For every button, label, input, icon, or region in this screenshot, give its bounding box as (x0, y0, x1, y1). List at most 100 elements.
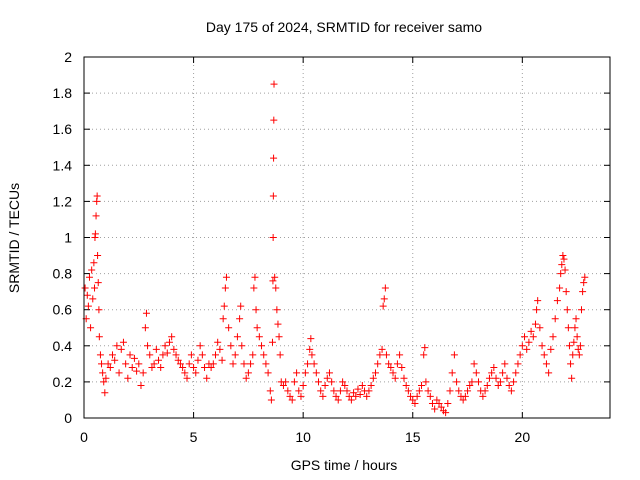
data-point (157, 363, 165, 371)
data-point (578, 306, 586, 314)
data-point (111, 356, 119, 364)
data-point (144, 342, 152, 350)
plot-frame (83, 56, 611, 419)
data-point (272, 284, 280, 292)
x-tick-label: 10 (295, 429, 311, 445)
data-point (101, 389, 109, 397)
data-point (288, 396, 296, 404)
data-point (163, 349, 171, 357)
data-point (181, 369, 189, 377)
data-point (575, 351, 583, 359)
data-point (363, 392, 371, 400)
data-point (269, 192, 277, 200)
data-point (201, 363, 209, 371)
data-point (505, 382, 513, 390)
data-point (545, 369, 553, 377)
data-point (113, 342, 121, 350)
data-point (168, 333, 176, 341)
data-point (418, 382, 426, 390)
data-point (190, 363, 198, 371)
data-point (203, 374, 211, 382)
chart-title: Day 175 of 2024, SRMTID for receiver sam… (206, 19, 482, 35)
data-point (176, 360, 184, 368)
data-point (560, 255, 568, 263)
y-tick-label: 1.4 (53, 157, 73, 173)
data-point (269, 234, 277, 241)
data-point (242, 374, 250, 382)
data-point (431, 405, 439, 413)
data-point (341, 382, 349, 390)
data-point (237, 302, 245, 310)
data-point (343, 387, 351, 395)
data-point (404, 387, 412, 395)
data-point (142, 309, 150, 317)
data-point (330, 387, 338, 395)
data-point (216, 345, 224, 353)
data-point (538, 342, 546, 350)
data-point (402, 382, 410, 390)
data-point (91, 284, 99, 292)
data-point (222, 273, 230, 281)
data-point (453, 378, 461, 386)
data-point (444, 400, 452, 408)
data-point (492, 374, 500, 382)
data-point (503, 374, 511, 382)
data-point (106, 363, 114, 371)
data-point (307, 335, 315, 343)
y-tick-label: 2 (64, 49, 72, 65)
data-point (565, 342, 573, 350)
data-point (255, 333, 263, 341)
y-tick-label: 0.8 (53, 266, 73, 282)
data-point (159, 351, 167, 359)
data-point (276, 351, 284, 359)
data-point (219, 315, 227, 323)
data-point (564, 324, 572, 332)
data-point (146, 351, 154, 359)
data-point (218, 356, 226, 364)
data-point (308, 351, 316, 359)
data-point (533, 306, 541, 314)
data-point (367, 382, 375, 390)
data-point (466, 382, 474, 390)
data-point (231, 351, 239, 359)
data-point (264, 369, 272, 377)
data-point (128, 363, 136, 371)
data-point (510, 378, 518, 386)
data-point (413, 392, 421, 400)
data-point (490, 363, 498, 371)
data-point (310, 360, 318, 368)
data-point (380, 295, 388, 303)
data-point (133, 367, 141, 375)
x-tick-label: 0 (80, 429, 88, 445)
x-tick-label: 15 (405, 429, 421, 445)
data-point (556, 284, 564, 292)
data-point (549, 333, 557, 341)
data-point (220, 302, 228, 310)
data-point (148, 363, 156, 371)
data-point (240, 360, 248, 368)
data-point (84, 302, 92, 310)
data-point (358, 382, 366, 390)
data-point (135, 360, 143, 368)
y-tick-label: 0.6 (53, 302, 73, 318)
data-point (170, 345, 178, 353)
data-point (579, 288, 587, 296)
data-point (572, 315, 580, 323)
data-point (553, 297, 561, 305)
data-point (483, 382, 491, 390)
data-point (94, 252, 102, 260)
data-point (481, 387, 489, 395)
data-point (369, 374, 377, 382)
grid-lines (84, 57, 610, 418)
data-point (475, 378, 482, 386)
data-point (580, 279, 588, 287)
data-point (319, 392, 327, 400)
data-point (569, 351, 577, 359)
data-point (306, 345, 314, 353)
data-point (422, 378, 430, 386)
data-point (194, 356, 202, 364)
data-point (108, 351, 116, 359)
data-point (424, 387, 432, 395)
data-point (536, 324, 544, 332)
data-point (155, 356, 163, 364)
